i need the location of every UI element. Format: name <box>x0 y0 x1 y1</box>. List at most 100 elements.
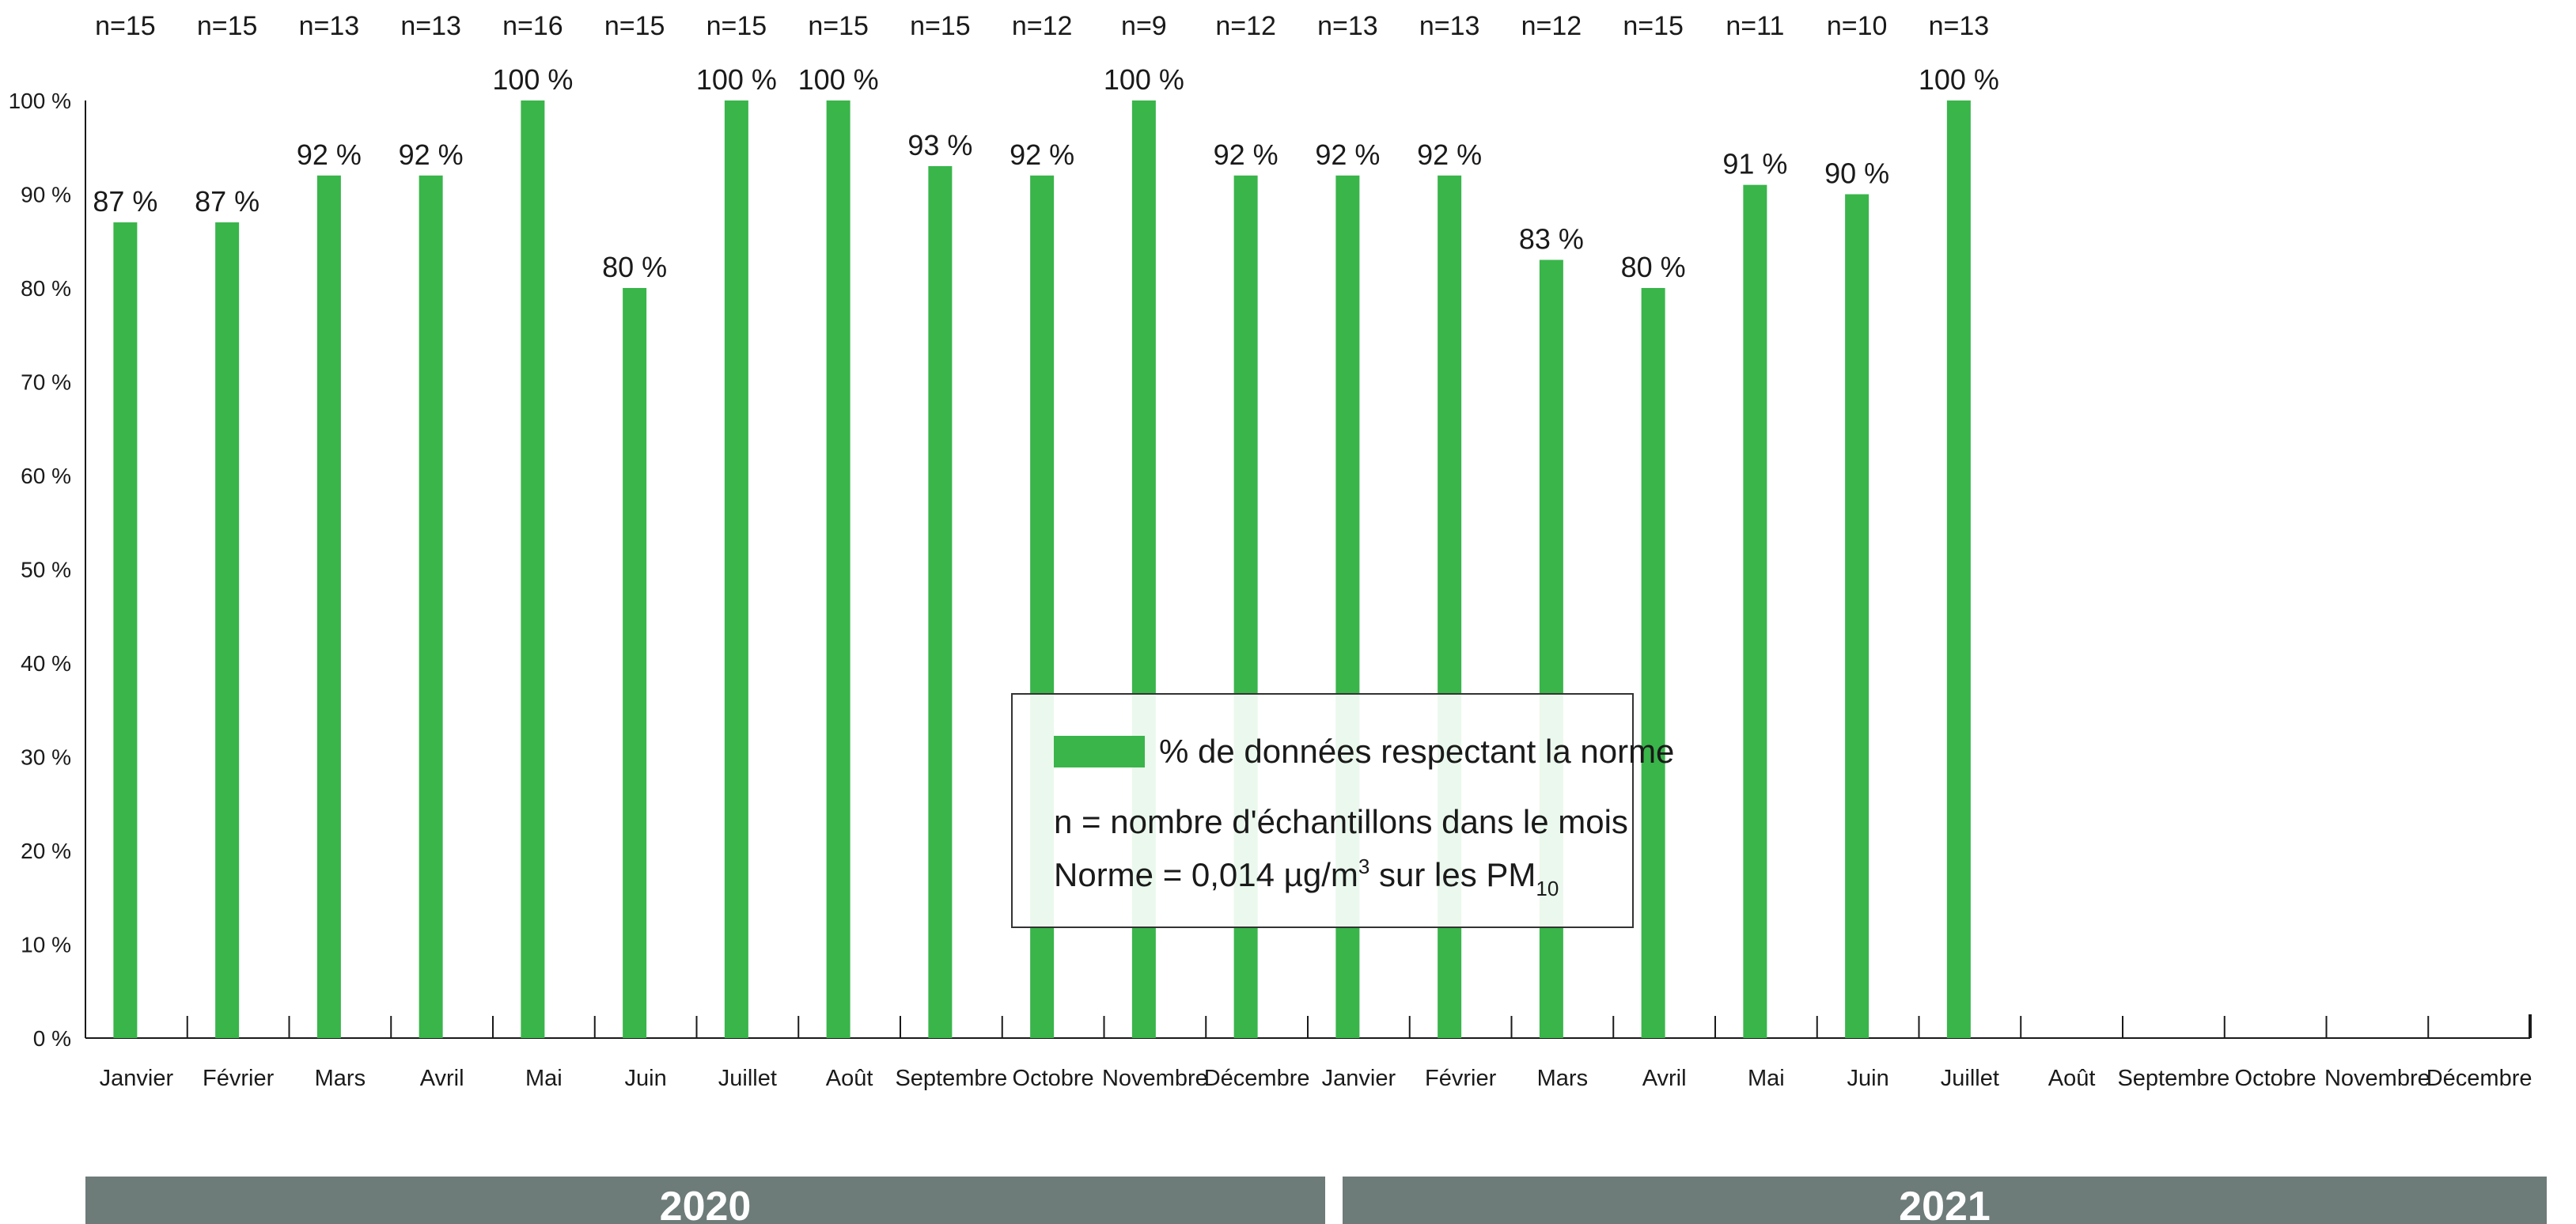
bar <box>521 100 545 1038</box>
sample-count-label: n=12 <box>1012 11 1073 41</box>
x-tick-label: Juin <box>1847 1066 1889 1091</box>
sample-count-label: n=15 <box>95 11 156 41</box>
bar <box>1946 100 1971 1038</box>
data-label: 87 % <box>93 185 157 218</box>
data-label: 100 % <box>798 63 879 96</box>
y-tick-label: 30 % <box>21 745 71 770</box>
x-tick-label: Août <box>826 1066 873 1091</box>
data-label: 91 % <box>1722 148 1787 180</box>
n-labels: n=15 n=15 n=13 n=13 n=16 n=15 n=15 n=15 n=15 n=12… <box>95 11 1989 41</box>
legend-norme-sup: 3 <box>1358 855 1369 878</box>
legend: % de données respectant la norme n = nom… <box>1011 693 1674 928</box>
y-tick-label: 60 % <box>21 464 71 488</box>
y-tick-label: 20 % <box>21 839 71 863</box>
bar <box>1743 184 1767 1038</box>
legend-norme-sub: 10 <box>1536 877 1559 900</box>
x-tick-label: Janvier <box>100 1066 174 1091</box>
value-labels: 87 % 87 % 92 % 92 % 100 % 80 % 100 % 100 % 93 % 9… <box>93 63 1999 283</box>
y-tick-label: 100 % <box>9 89 71 113</box>
sample-count-label: n=10 <box>1827 11 1888 41</box>
bar <box>826 100 850 1038</box>
x-axis: Janvier Février Mars Avril Mai Juin Juillet Aoû… <box>85 1014 2532 1091</box>
sample-count-label: n=15 <box>604 11 665 41</box>
sample-count-label: n=16 <box>502 11 563 41</box>
x-tick-label: Février <box>203 1066 275 1091</box>
x-tick-label: Septembre <box>895 1066 1007 1091</box>
bar <box>724 100 748 1038</box>
bar <box>1845 194 1869 1038</box>
x-tick-label: Février <box>1425 1066 1497 1091</box>
x-tick-label: Avril <box>420 1066 464 1091</box>
bar <box>215 222 240 1038</box>
x-tick-label: Mai <box>525 1066 563 1091</box>
x-tick-label: Décembre <box>1204 1066 1310 1091</box>
bar <box>1641 288 1665 1038</box>
bar <box>419 175 443 1038</box>
sample-count-label: n=11 <box>1726 11 1784 41</box>
sample-count-label: n=13 <box>1419 11 1480 41</box>
year-label: 2021 <box>1899 1184 1991 1224</box>
legend-box <box>1011 693 1634 928</box>
sample-count-label: n=15 <box>910 11 971 41</box>
x-tick-label: Novembre <box>2324 1066 2430 1091</box>
sample-count-label: n=9 <box>1121 11 1167 41</box>
x-tick-label: Mai <box>1748 1066 1785 1091</box>
x-tick-label: Décembre <box>2426 1066 2532 1091</box>
data-label: 100 % <box>696 63 777 96</box>
sample-count-label: n=12 <box>1521 11 1582 41</box>
sample-count-label: n=13 <box>299 11 360 41</box>
data-label: 92 % <box>1315 138 1380 171</box>
sample-count-label: n=13 <box>400 11 461 41</box>
y-tick-label: 90 % <box>21 183 71 207</box>
data-label: 90 % <box>1824 157 1889 190</box>
y-tick-label: 50 % <box>21 558 71 582</box>
x-tick-label: Mars <box>315 1066 366 1091</box>
sample-count-label: n=15 <box>1623 11 1684 41</box>
bar <box>623 288 647 1038</box>
data-label: 92 % <box>1214 138 1279 171</box>
data-label: 87 % <box>195 185 259 218</box>
bar <box>316 175 341 1038</box>
x-tick-label: Juillet <box>718 1066 777 1091</box>
year-band <box>85 1177 1325 1224</box>
sample-count-label: n=15 <box>808 11 869 41</box>
year-label: 2020 <box>660 1184 752 1224</box>
x-tick-label: Mars <box>1537 1066 1588 1091</box>
sample-count-label: n=15 <box>197 11 258 41</box>
data-label: 100 % <box>492 63 573 96</box>
legend-norme-prefix: Norme = 0,014 µg/m <box>1054 856 1358 893</box>
x-tick-label: Octobre <box>2235 1066 2317 1091</box>
data-label: 83 % <box>1519 222 1584 255</box>
legend-norme-note: Norme = 0,014 µg/m3 sur les PM10 <box>1054 855 1559 900</box>
x-tick-label: Août <box>2048 1066 2096 1091</box>
year-bands: 2020 2021 <box>85 1177 2547 1224</box>
data-label: 100 % <box>1104 63 1184 96</box>
sample-count-label: n=15 <box>707 11 767 41</box>
x-tick-label: Novembre <box>1102 1066 1208 1091</box>
bar <box>113 222 138 1038</box>
y-tick-label: 40 % <box>21 651 71 676</box>
sample-count-label: n=12 <box>1215 11 1276 41</box>
x-tick-label: Juin <box>625 1066 667 1091</box>
legend-series-label: % de données respectant la norme <box>1159 733 1674 770</box>
year-band <box>1343 1177 2547 1224</box>
data-label: 92 % <box>297 138 362 171</box>
x-tick-label: Avril <box>1642 1066 1687 1091</box>
bar <box>928 165 953 1039</box>
x-tick-label: Janvier <box>1322 1066 1396 1091</box>
y-tick-label: 0 % <box>33 1026 71 1051</box>
data-label: 80 % <box>602 251 667 283</box>
legend-n-note: n = nombre d'échantillons dans le mois <box>1054 803 1628 840</box>
sample-count-label: n=13 <box>1317 11 1378 41</box>
sample-count-label: n=13 <box>1929 11 1990 41</box>
x-tick-label: Octobre <box>1013 1066 1094 1091</box>
y-tick-label: 10 % <box>21 933 71 957</box>
data-label: 92 % <box>1417 138 1482 171</box>
x-tick-label: Septembre <box>2117 1066 2229 1091</box>
y-tick-label: 70 % <box>21 370 71 395</box>
legend-swatch <box>1054 736 1145 767</box>
bars <box>113 100 1971 1039</box>
y-tick-label: 80 % <box>21 276 71 301</box>
data-label: 92 % <box>1010 138 1074 171</box>
